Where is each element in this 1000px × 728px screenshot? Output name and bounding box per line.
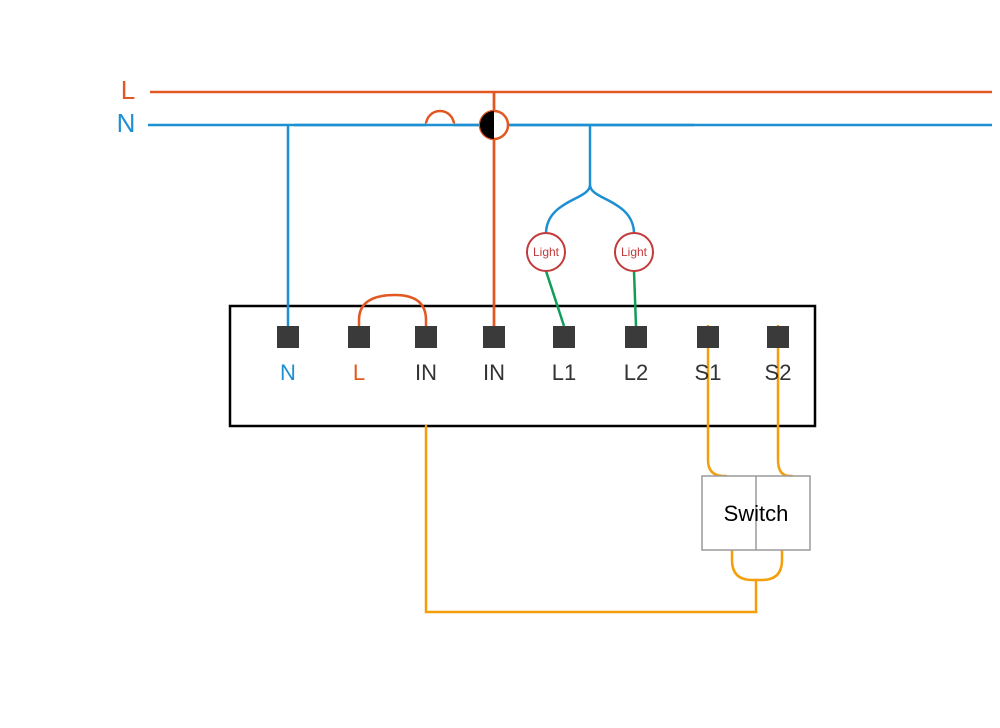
terminal-label-l: L (353, 360, 365, 385)
switch-label: Switch (724, 501, 789, 526)
module-box (230, 306, 815, 426)
terminal-label-in2: IN (483, 360, 505, 385)
terminal-label-l1: L1 (552, 360, 576, 385)
light-label: Light (621, 245, 648, 259)
terminal-label-n: N (280, 360, 296, 385)
terminal-l (348, 326, 370, 348)
terminal-in2 (483, 326, 505, 348)
rail-l-label: L (121, 75, 135, 105)
light-label: Light (533, 245, 560, 259)
terminal-l2 (625, 326, 647, 348)
terminal-label-l2: L2 (624, 360, 648, 385)
terminal-s2 (767, 326, 789, 348)
terminal-label-s1: S1 (695, 360, 722, 385)
terminal-s1 (697, 326, 719, 348)
terminal-l1 (553, 326, 575, 348)
rail-n-label: N (117, 108, 136, 138)
wiring-diagram: LNLightLightNLININL1L2S1S2Switch (0, 0, 1000, 728)
terminal-label-s2: S2 (765, 360, 792, 385)
terminal-n (277, 326, 299, 348)
terminal-label-in1: IN (415, 360, 437, 385)
terminal-in1 (415, 326, 437, 348)
